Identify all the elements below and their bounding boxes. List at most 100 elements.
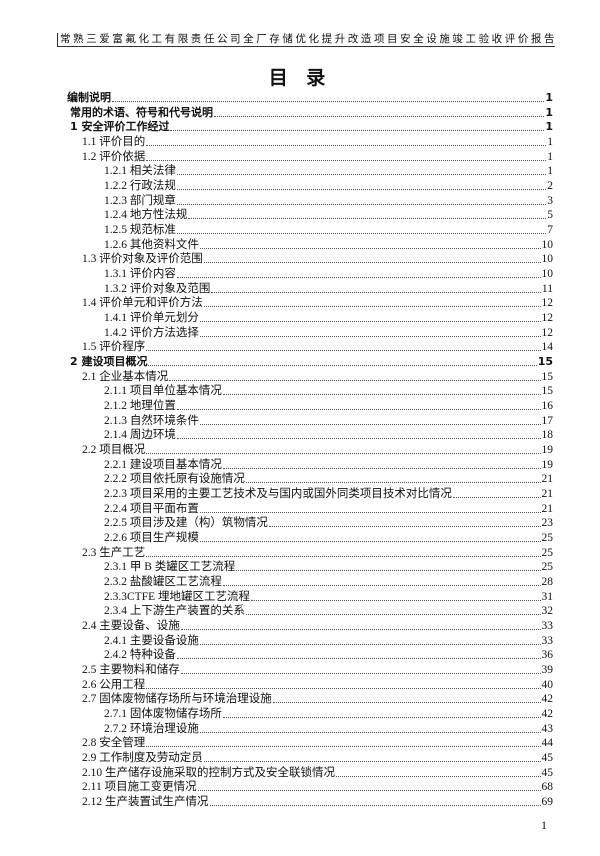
toc-entry-page: 5 — [547, 209, 553, 222]
toc-entry-page: 25 — [541, 561, 554, 574]
toc-entry-page: 16 — [541, 400, 554, 413]
toc-entry[interactable]: 2.1 企业基本情况 15 — [82, 370, 553, 384]
toc-entry-page: 18 — [541, 429, 554, 442]
toc-entry[interactable]: 2.12 生产装置试生产情况 69 — [82, 795, 553, 809]
dot-leader — [211, 291, 541, 293]
dot-leader — [199, 643, 541, 645]
toc-entry[interactable]: 2.1.4 周边环境 18 — [104, 428, 553, 442]
toc-entry[interactable]: 2.5 主要物料和储存 39 — [82, 663, 553, 677]
dot-leader — [203, 761, 541, 763]
toc-entry[interactable]: 1.2.4 地方性法规 5 — [104, 208, 553, 222]
toc-entry[interactable]: 1.2.2 行政法规 2 — [104, 179, 553, 193]
toc-entry-page: 12 — [541, 326, 554, 339]
dot-leader — [146, 687, 541, 689]
dot-leader — [199, 247, 541, 249]
toc-entry-page: 15 — [541, 370, 554, 383]
toc-entry-page: 12 — [541, 297, 554, 310]
toc-entry-page: 21 — [541, 473, 554, 486]
toc-entry[interactable]: 2.2.4 项目平面布置 21 — [104, 502, 553, 516]
toc-entry-page: 21 — [541, 502, 554, 515]
toc-entry[interactable]: 2.2.3 项目采用的主要工艺技术及与国内或国外同类项目技术对比情况 21 — [104, 487, 553, 501]
dot-leader — [146, 555, 541, 557]
toc-entry[interactable]: 2.11 项目施工变更情况 68 — [82, 780, 553, 794]
toc-entry-title: 2.2.6 项目生产规模 — [104, 532, 199, 545]
toc-entry-page: 40 — [541, 678, 554, 691]
dot-leader — [214, 115, 545, 117]
toc-title: 目 录 — [268, 67, 332, 89]
toc-entry[interactable]: 2.6 公用工程 40 — [82, 678, 553, 692]
toc-entry[interactable]: 常用的术语、符号和代号说明 1 — [70, 106, 553, 120]
toc-entry[interactable]: 2.1.3 自然环境条件 17 — [104, 414, 553, 428]
toc-entry[interactable]: 2.3.4 上下游生产装置的关系 32 — [104, 604, 553, 618]
toc-entry[interactable]: 2.9 工作制度及劳动定员 45 — [82, 751, 553, 765]
toc-entry[interactable]: 2.2.5 项目涉及建（构）筑物情况 23 — [104, 516, 553, 530]
dot-leader — [176, 233, 547, 235]
toc-entry[interactable]: 1.2.1 相关法律 1 — [104, 164, 553, 178]
toc-entry-page: 44 — [541, 737, 554, 750]
dot-leader — [146, 746, 541, 748]
toc-entry[interactable]: 2.4.2 特种设备 36 — [104, 648, 553, 662]
toc-entry[interactable]: 1.2.5 规范标准 7 — [104, 223, 553, 237]
toc-entry[interactable]: 1.4.2 评价方法选择 12 — [104, 326, 553, 340]
toc-entry-title: 2.3.4 上下游生产装置的关系 — [104, 605, 245, 618]
toc-entry-title: 2.8 安全管理 — [82, 737, 146, 750]
toc-entry[interactable]: 2.2.2 项目依托原有设施情况 21 — [104, 472, 553, 486]
toc-entry-title: 1.4 评价单元和评价方法 — [82, 297, 203, 310]
toc-entry-page: 1 — [547, 136, 553, 148]
toc-entry[interactable]: 2 建设项目概况 15 — [70, 355, 553, 369]
toc-entry-title: 1.2 评价依据 — [82, 150, 146, 163]
dot-leader — [203, 306, 541, 308]
toc-entry-title: 1.4.1 评价单元划分 — [104, 312, 199, 325]
toc-entry[interactable]: 1.5 评价程序 14 — [82, 340, 553, 354]
toc-entry[interactable]: 1.4 评价单元和评价方法 12 — [82, 296, 553, 310]
toc-entry-page: 21 — [541, 488, 554, 501]
dot-leader — [176, 203, 547, 205]
toc-entry[interactable]: 1.4.1 评价单元划分 12 — [104, 311, 553, 325]
running-header: 常熟三爱富氟化工有限责任公司全厂存储优化提升改造项目安全设施竣工验收评价报告 — [57, 33, 555, 47]
toc-entry-title: 1.1 评价目的 — [82, 136, 146, 148]
toc-entry[interactable]: 2.1.2 地理位置 16 — [104, 399, 553, 413]
dot-leader — [112, 101, 545, 102]
toc-entry-title: 2.1.3 自然环境条件 — [104, 414, 199, 427]
toc-entry[interactable]: 1.1 评价目的 1 — [82, 135, 553, 149]
toc-entry[interactable]: 2.2.1 建设项目基本情况 19 — [104, 458, 553, 472]
toc-entry-title: 2.3.1 甲 B 类罐区工艺流程 — [104, 561, 236, 574]
toc-entry-title: 2.11 项目施工变更情况 — [82, 781, 197, 794]
toc-entry[interactable]: 1.2.3 部门规章 3 — [104, 194, 553, 208]
toc-entry[interactable]: 2.3 生产工艺 25 — [82, 546, 553, 560]
toc-entry[interactable]: 1.2.6 其他资料文件 10 — [104, 238, 553, 252]
toc-entry[interactable]: 2.8 安全管理 44 — [82, 736, 553, 750]
toc-entry[interactable]: 2.2.6 项目生产规模 25 — [104, 531, 553, 545]
toc-entry[interactable]: 1.3 评价对象及评价范围 10 — [82, 252, 553, 266]
toc-entry-title: 2.7 固体废物储存场所与环境治理设施 — [82, 693, 272, 706]
toc-entry[interactable]: 2.7.1 固体废物储存场所 42 — [104, 707, 553, 721]
toc-entry-page: 25 — [541, 532, 554, 545]
toc-entry[interactable]: 1.3.1 评价内容 10 — [104, 267, 553, 281]
dot-leader — [245, 614, 541, 616]
dot-leader — [180, 673, 541, 675]
toc-entry-page: 42 — [541, 693, 554, 706]
toc-entry[interactable]: 2.2 项目概况 19 — [82, 443, 553, 457]
toc-entry[interactable]: 2.1.1 项目单位基本情况 15 — [104, 384, 553, 398]
toc-entry[interactable]: 1.2 评价依据 1 — [82, 150, 553, 164]
toc-entry-page: 10 — [541, 253, 554, 266]
toc-entry-page: 17 — [541, 414, 554, 427]
dot-leader — [188, 218, 547, 220]
toc-entry[interactable]: 2.3.2 盐酸罐区工艺流程 28 — [104, 575, 553, 589]
toc-entry[interactable]: 2.3.1 甲 B 类罐区工艺流程 25 — [104, 560, 553, 574]
toc-entry-page: 1 — [545, 120, 553, 134]
toc-entry[interactable]: 2.4.1 主要设备设施 33 — [104, 634, 553, 648]
toc-entry-page: 2 — [547, 180, 553, 193]
dot-leader — [146, 159, 547, 161]
toc-entry-page: 7 — [547, 224, 553, 237]
toc-entry[interactable]: 1 安全评价工作经过 1 — [70, 120, 553, 134]
toc-entry[interactable]: 2.10 生产储存设施采取的控制方式及安全联锁情况 45 — [82, 766, 553, 780]
dot-leader — [176, 189, 547, 191]
toc-entry[interactable]: 2.4 主要设备、设施 33 — [82, 619, 553, 633]
toc-entry[interactable]: 2.7 固体废物储存场所与环境治理设施 42 — [82, 692, 553, 706]
dot-leader — [176, 658, 541, 660]
toc-entry[interactable]: 2.7.2 环境治理设施 43 — [104, 722, 553, 736]
toc-entry[interactable]: 编制说明 1 — [67, 91, 553, 105]
toc-entry[interactable]: 1.3.2 评价对象及范围 11 — [104, 282, 553, 296]
toc-entry[interactable]: 2.3.3CTFE 埋地罐区工艺流程 31 — [104, 590, 553, 604]
